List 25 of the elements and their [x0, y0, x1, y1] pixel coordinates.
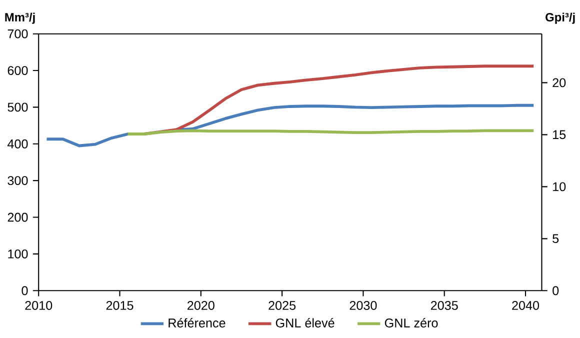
y-tick-label: 0 [22, 286, 28, 295]
y2-tick-label: 15 [553, 130, 566, 139]
x-tick-label: 2010 [25, 300, 52, 310]
y-tick-label: 600 [8, 66, 28, 75]
x-tick-label: 2020 [188, 300, 214, 310]
y-tick-label: 200 [8, 212, 28, 222]
y2-axis-title: Gpi³/j [546, 12, 575, 24]
y2-tick-label: 20 [552, 78, 566, 87]
y2-tick-label: 10 [553, 182, 566, 191]
legend-label: GNL élevé [276, 318, 334, 328]
legend-label: Référence [168, 318, 226, 328]
y-tick-label: 700 [8, 29, 28, 38]
y-axis-title: Mm³/j [5, 12, 35, 24]
x-tick-label: 2040 [512, 300, 540, 310]
x-tick-label: 2025 [268, 300, 296, 310]
y-tick-label: 100 [8, 249, 28, 258]
y-tick-label: 300 [8, 176, 28, 185]
x-tick-label: 2035 [430, 300, 458, 310]
y-tick-label: 500 [8, 102, 28, 112]
x-tick-label: 2015 [106, 300, 134, 310]
y2-tick-label: 5 [552, 234, 559, 243]
x-tick-label: 2030 [350, 300, 377, 310]
y-tick-label: 400 [8, 139, 28, 148]
y2-tick-label: 0 [552, 286, 559, 295]
legend-label: GNL zéro [384, 318, 438, 328]
